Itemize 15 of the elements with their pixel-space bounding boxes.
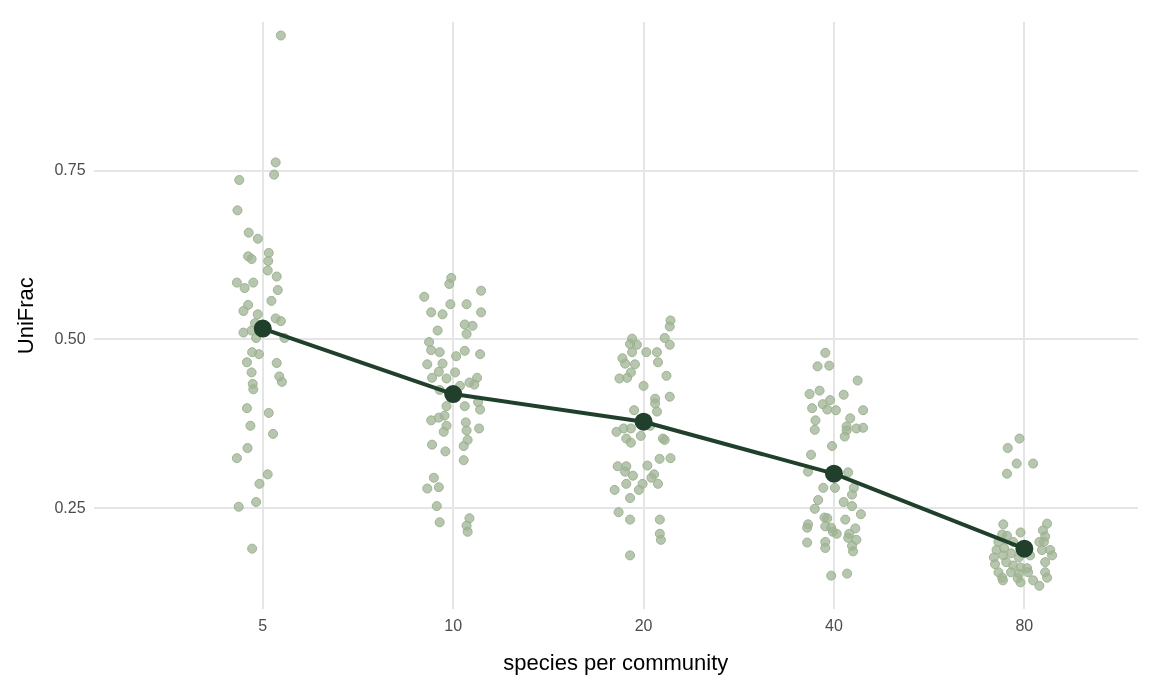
x-tick-label: 5 — [258, 617, 268, 635]
y-tick-label: 0.50 — [54, 329, 86, 347]
point — [444, 385, 463, 404]
y-tick-label: 0.75 — [54, 160, 86, 178]
point — [253, 319, 272, 338]
y-axis-title: UniFrac — [13, 277, 39, 355]
x-tick-label: 20 — [634, 617, 653, 635]
point — [824, 464, 843, 483]
point — [634, 412, 653, 431]
point — [1015, 539, 1034, 558]
x-tick-label: 80 — [1015, 617, 1034, 635]
y-tick-label: 0.25 — [54, 498, 86, 516]
x-tick-label: 40 — [825, 617, 843, 635]
x-tick-label: 10 — [444, 617, 463, 635]
x-axis-title: species per community — [503, 649, 729, 675]
